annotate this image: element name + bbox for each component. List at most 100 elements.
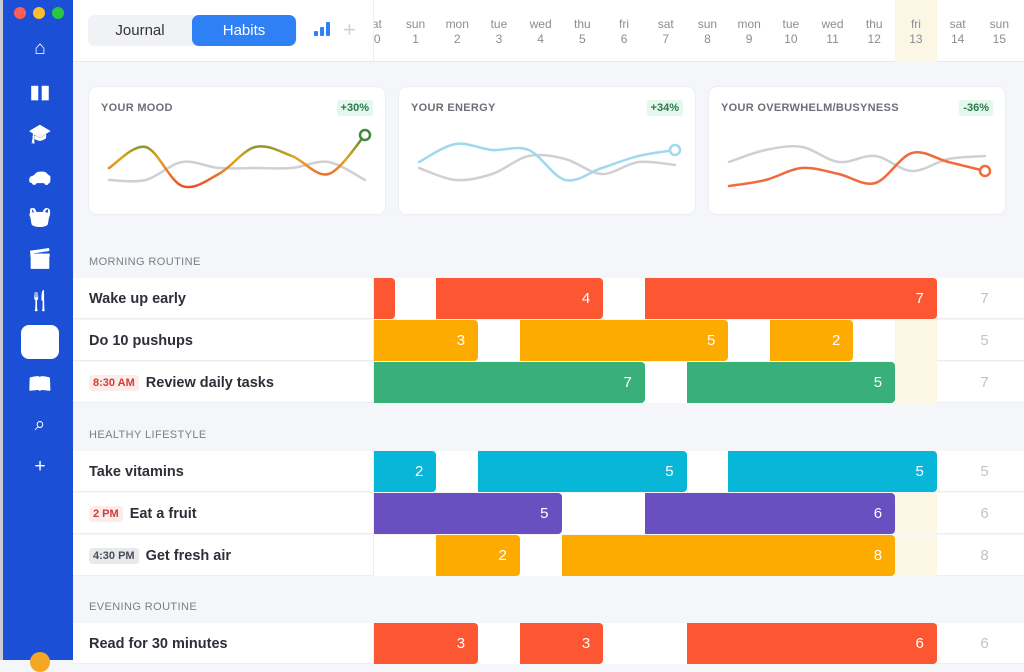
home-icon[interactable]: ⌂ [34,38,46,59]
day-number: 8 [704,32,711,46]
tab-journal[interactable]: Journal [115,22,165,39]
day-column-header: sun 15 [979,0,1021,62]
day-number: 5 [579,32,586,46]
day-number: 4 [537,32,544,46]
day-name: mon [737,17,761,31]
habit-row[interactable]: 8:30 AM Review daily tasks 7 5 7 [73,362,1024,403]
streak-bar[interactable]: 3 [374,623,479,664]
day-number: 10 [784,32,798,46]
streak-bar[interactable]: 5 [478,451,687,492]
streak-bar[interactable]: 2 [374,451,437,492]
day-column-header: mon 9 [728,0,770,62]
habit-row[interactable]: Take vitamins 2 5 5 5 [73,451,1024,492]
habit-label: 2 PM Eat a fruit [89,493,197,534]
streak-bar[interactable] [374,278,395,319]
streak-bar[interactable]: 6 [644,493,896,534]
habit-row[interactable]: Wake up early 4 7 7 [73,278,1024,319]
day-column-header: sat 7 [645,0,687,62]
previous-series-line [417,153,677,182]
streak-bar[interactable]: 2 [770,320,854,361]
search-icon[interactable]: ⌕ [34,414,46,435]
streak-bar[interactable]: 5 [519,320,729,361]
day-name: fri [910,17,921,31]
today-column [895,320,937,361]
streak-bar[interactable]: 4 [436,278,604,319]
habit-name[interactable]: Take vitamins [89,463,184,480]
latest-point [978,164,992,178]
chart-title: YOUR OVERWHELM/BUSYNESS [721,102,899,114]
streak-bar[interactable]: 8 [561,535,896,576]
streak-bar[interactable]: 5 [686,362,896,403]
reading-icon[interactable]: 📖 [28,374,52,395]
window-control-2[interactable] [52,7,64,19]
day-name: sun [989,17,1010,31]
window-control-0[interactable] [14,7,26,19]
habit-label: Do 10 pushups [89,320,193,361]
car-icon[interactable]: 🚗 [28,165,52,186]
day-column-header: wed 4 [520,0,562,62]
streak-bar[interactable]: 5 [374,493,562,534]
dashboard-icon[interactable]: ▦ [21,325,59,359]
change-badge: +30% [336,100,373,116]
food-icon[interactable]: 🍴 [28,291,52,312]
section-header: EVENING ROUTINE [89,601,198,613]
habit-label: 8:30 AM Review daily tasks [89,362,274,403]
habit-name[interactable]: Review daily tasks [145,374,274,391]
education-icon[interactable]: 🎓 [28,124,52,145]
habit-row[interactable]: Read for 30 minutes 3 3 6 6 [73,623,1024,664]
streak-bar[interactable]: 5 [728,451,937,492]
streak-bar[interactable]: 2 [436,535,520,576]
day-number: 2 [453,32,461,46]
reminder-time-badge: 2 PM [89,505,123,522]
day-column-header: thu 5 [562,0,604,62]
sidebar: ⌂ ▮▮ 🎓 🚗 🧺 🎬 🍴 ▦ 📖 ⌕ + [0,0,73,672]
streak-bar[interactable]: 6 [686,623,937,664]
day-number: 10 [373,32,381,46]
habit-name[interactable]: Do 10 pushups [89,332,193,349]
habit-name[interactable]: Wake up early [89,290,186,307]
day-number: 12 [867,32,881,46]
stats-icon[interactable] [314,22,330,36]
day-column-header: sun 8 [687,0,729,62]
habit-row[interactable]: 4:30 PM Get fresh air 2 8 8 [73,535,1024,576]
avatar[interactable] [30,652,50,672]
streak-bar[interactable]: 7 [644,278,937,319]
day-column-header: tue 10 [770,0,812,62]
today-column [895,535,937,576]
work-icon[interactable]: ▮▮ [29,81,51,103]
chart-title: YOUR ENERGY [411,102,496,114]
streak-total: 6 [980,635,989,652]
day-name: thu [574,17,591,31]
day-column-header: wed 11 [812,0,854,62]
habit-name[interactable]: Eat a fruit [129,505,197,522]
shopping-icon[interactable]: 🧺 [28,207,52,228]
day-header: sat10sun1mon2tue3wed4thu5fri6sat7sun8mon… [373,0,1024,62]
current-series-line [727,151,987,188]
habit-name[interactable]: Get fresh air [145,547,231,564]
habit-name[interactable]: Read for 30 minutes [89,635,228,652]
day-column-header: fri 6 [603,0,645,62]
day-name: thu [865,17,883,31]
habit-row[interactable]: 2 PM Eat a fruit 5 6 6 [73,493,1024,534]
habit-row[interactable]: Do 10 pushups 3 5 2 5 [73,320,1024,361]
tab-habits[interactable]: Habits [192,15,296,46]
window-control-1[interactable] [33,7,45,19]
streak-bar[interactable]: 3 [374,320,479,361]
day-name: sat [949,17,966,31]
movies-icon[interactable]: 🎬 [28,249,52,270]
day-name: sat [657,17,674,31]
day-column-header: sun 1 [395,0,437,62]
day-name: wed [821,17,844,31]
streak-bar[interactable]: 7 [374,362,645,403]
change-badge: +34% [646,100,683,116]
streak-bar[interactable]: 3 [519,623,604,664]
add-habit-icon[interactable]: + [343,17,356,42]
add-icon[interactable]: + [34,456,46,477]
day-name: mon [445,17,469,31]
